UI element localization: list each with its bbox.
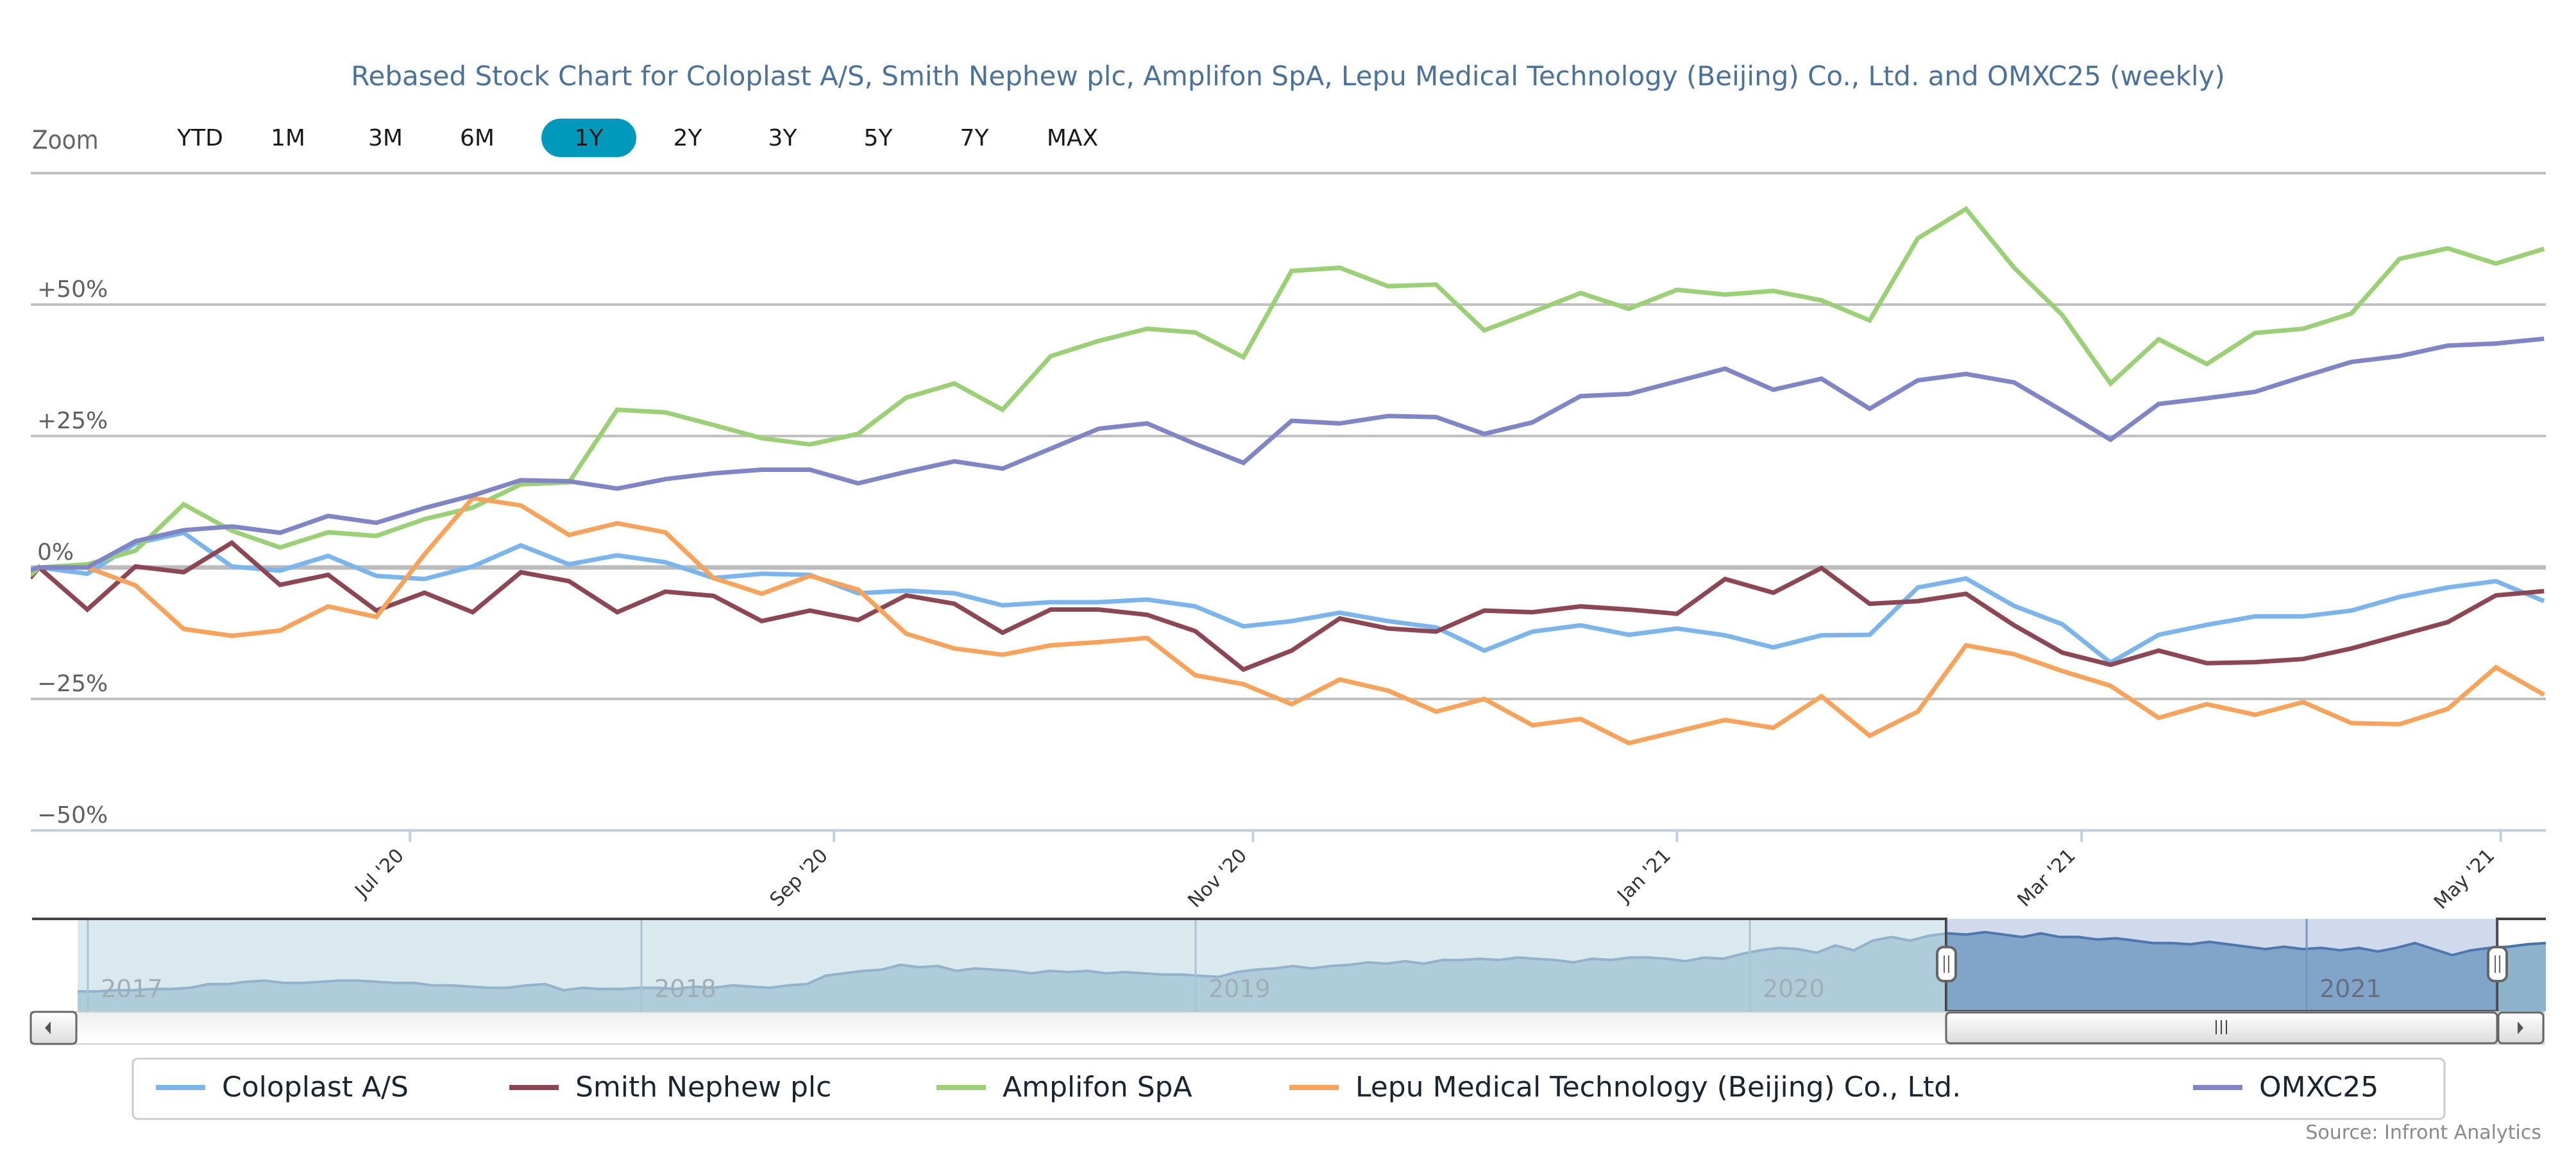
zoom-button-6m[interactable]: 6M — [460, 125, 495, 151]
navigator-year-label: 2021 — [2319, 975, 2382, 1003]
grip-lines-icon — [2216, 1020, 2227, 1034]
scrollbar-thumb[interactable] — [1945, 1011, 2498, 1045]
y-tick-label: +50% — [37, 276, 108, 303]
triangle-left-icon — [45, 1021, 51, 1034]
legend-swatch-icon — [1289, 1085, 1339, 1090]
zoom-button-label: 2Y — [674, 125, 703, 151]
zoom-button-label: YTD — [176, 125, 223, 151]
legend-swatch-icon — [509, 1085, 559, 1090]
series-line-omxc25[interactable] — [30, 336, 2545, 573]
series-line-amplifon-spa[interactable] — [30, 206, 2545, 577]
zoom-label: Zoom — [32, 126, 99, 155]
navigator-mask-left — [78, 919, 1946, 1011]
zoom-button-label: 1M — [271, 125, 305, 151]
legend-label: Smith Nephew plc — [575, 1071, 831, 1104]
chart-title: Rebased Stock Chart for Coloplast A/S, S… — [351, 60, 2225, 92]
series-line-smith-nephew-plc[interactable] — [30, 540, 2545, 673]
scrollbar[interactable] — [30, 1011, 2545, 1045]
x-tick-label: Jul '20 — [350, 844, 409, 903]
legend-box — [131, 1057, 2446, 1120]
source-credit: Source: Infront Analytics — [2305, 1122, 2541, 1144]
zoom-button-label: 1Y — [575, 125, 604, 151]
legend-label: Amplifon SpA — [1003, 1071, 1192, 1104]
triangle-right-icon — [2518, 1021, 2523, 1034]
x-tick-label: Jan '21 — [1613, 844, 1675, 907]
zoom-button-label: 5Y — [864, 125, 894, 151]
y-tick-label: −50% — [37, 802, 108, 828]
zoom-button-label: 3Y — [768, 125, 798, 151]
zoom-button-2y[interactable]: 2Y — [674, 125, 703, 151]
zoom-button-label: MAX — [1047, 125, 1098, 151]
legend-item[interactable]: Lepu Medical Technology (Beijing) Co., L… — [1289, 1071, 1961, 1104]
legend-label: OMXC25 — [2259, 1071, 2378, 1104]
y-tick-label: +25% — [37, 408, 108, 434]
zoom-button-ytd[interactable]: YTD — [176, 125, 223, 151]
zoom-button-label: 7Y — [960, 125, 990, 151]
zoom-button-1m[interactable]: 1M — [271, 125, 305, 151]
zoom-button-1y[interactable]: 1Y — [541, 119, 636, 157]
series-line-coloplast-a-s[interactable] — [30, 530, 2545, 666]
zoom-button-3m[interactable]: 3M — [368, 125, 403, 151]
legend-item[interactable]: Amplifon SpA — [936, 1071, 1192, 1104]
legend-swatch-icon — [156, 1085, 205, 1090]
x-tick-label: May '21 — [2430, 844, 2499, 914]
legend: Coloplast A/S Smith Nephew plc Amplifon Sp… — [131, 1057, 2446, 1120]
x-tick-label: Nov '20 — [1183, 844, 1251, 912]
x-tick-label: Mar '21 — [2013, 844, 2080, 911]
navigator-handle-right[interactable] — [2487, 946, 2508, 982]
legend-label: Coloplast A/S — [222, 1071, 409, 1104]
navigator-handle-left[interactable] — [1936, 946, 1957, 982]
navigator-selection[interactable] — [1946, 919, 2497, 1011]
plot-area: +50% +25% 0% −25% −50% Jul '20 Sep '20 Nov '20… — [30, 172, 2546, 914]
x-tick-label: Sep '20 — [766, 844, 833, 911]
legend-swatch-icon — [936, 1085, 986, 1090]
zoom-button-3y[interactable]: 3Y — [768, 125, 798, 151]
y-tick-label: 0% — [37, 539, 74, 566]
zoom-button-highlight — [541, 119, 636, 157]
navigator[interactable]: 20172018201920202021 — [32, 918, 2546, 1012]
legend-swatch-icon — [2193, 1085, 2242, 1090]
scroll-right-button[interactable] — [2497, 1011, 2545, 1045]
series-line-lepu-medical-technology-beijing-co-ltd[interactable] — [30, 496, 2545, 746]
legend-item[interactable]: Smith Nephew plc — [509, 1071, 831, 1104]
zoom-button-7y[interactable]: 7Y — [960, 125, 990, 151]
zoom-button-5y[interactable]: 5Y — [864, 125, 894, 151]
legend-label: Lepu Medical Technology (Beijing) Co., L… — [1355, 1071, 1961, 1104]
y-tick-label: −25% — [37, 671, 108, 697]
zoom-button-label: 3M — [368, 125, 403, 151]
zoom-button-max[interactable]: MAX — [1047, 125, 1098, 151]
legend-item[interactable]: Coloplast A/S — [156, 1071, 409, 1104]
zoom-button-label: 6M — [460, 125, 495, 151]
range-selector: Zoom YTD 1M 3M 6M 1Y 2Y 3Y 5Y 7Y MAX — [32, 119, 1098, 157]
scroll-left-button[interactable] — [30, 1011, 78, 1045]
legend-item[interactable]: OMXC25 — [2193, 1071, 2378, 1104]
